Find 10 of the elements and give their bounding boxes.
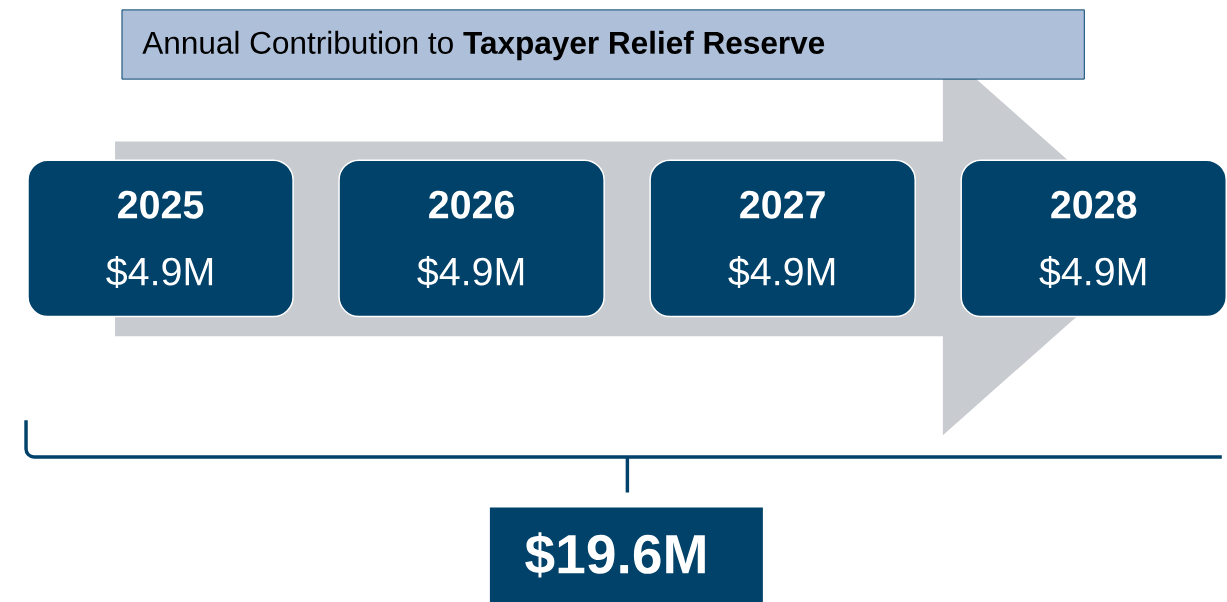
- text: $19.6M: [525, 532, 705, 578]
- data-label: $4.9M: [106, 255, 213, 288]
- x-tick-label: 2028: [1051, 190, 1137, 219]
- x-tick-label: 2027: [740, 190, 825, 219]
- data-label: $4.9M: [1039, 255, 1146, 288]
- data-label: $4.9M: [417, 255, 524, 288]
- chart-title: Annual Contribution to Taxpayer Relief Reserve: [142, 30, 825, 61]
- x-tick-label: 2025: [118, 190, 204, 219]
- x-tick-label: 2026: [429, 190, 514, 219]
- data-label: $4.9M: [728, 255, 835, 288]
